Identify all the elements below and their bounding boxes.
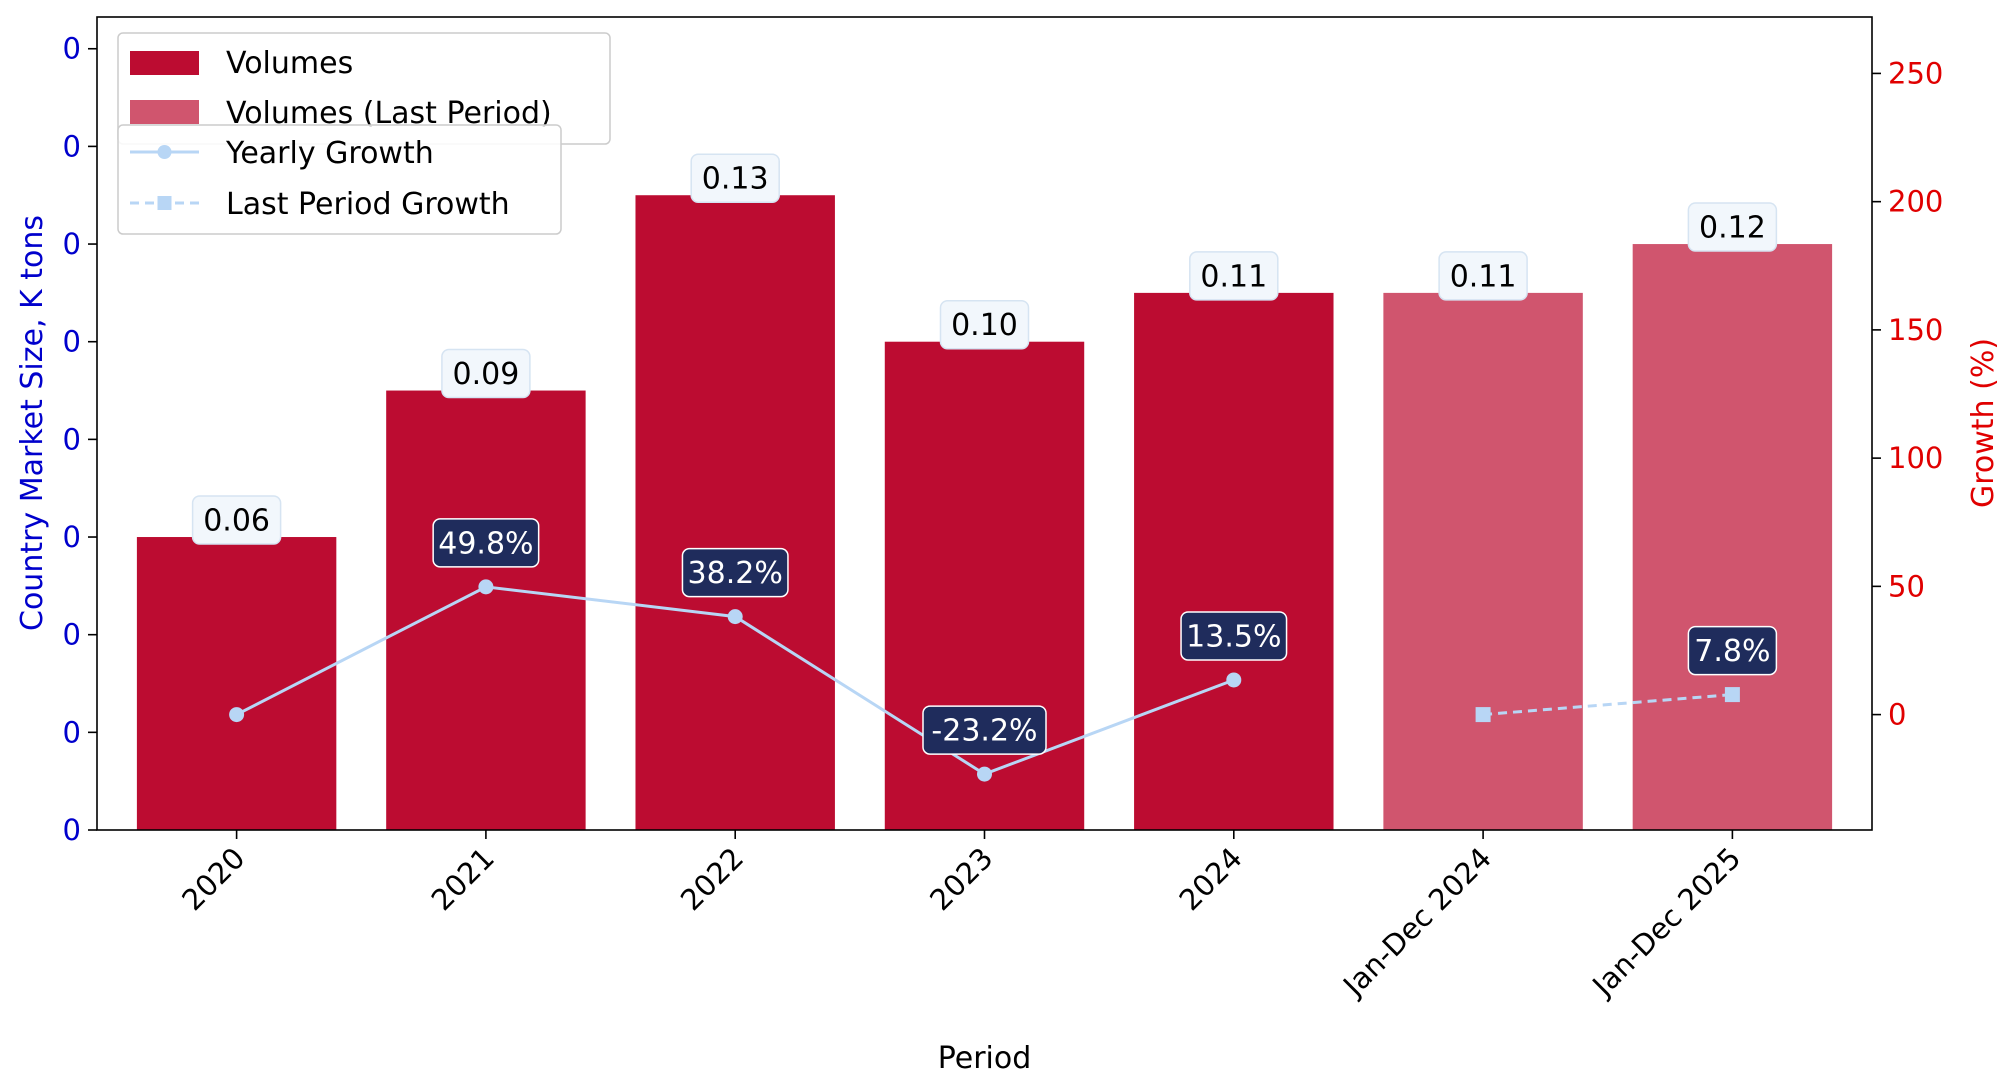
bar-volumes-1 bbox=[386, 390, 586, 830]
bar-volumes-3 bbox=[884, 341, 1085, 830]
legend-marker-yearly-growth bbox=[157, 145, 172, 159]
bars-layer bbox=[136, 195, 1833, 830]
last-period-growth-line bbox=[1482, 693, 1733, 717]
yearly-growth-label-4-text: 13.5% bbox=[1186, 619, 1281, 654]
yearly-growth-point-2 bbox=[727, 609, 743, 625]
bar-value-label-2-text: 0.13 bbox=[702, 162, 769, 197]
legend-swatch-volumes bbox=[130, 51, 199, 75]
x-tick-label-6: Jan-Dec 2025 bbox=[1584, 841, 1747, 1004]
bar-value-label-4: 0.11 bbox=[1189, 251, 1279, 301]
x-tick-label-1: 2021 bbox=[425, 841, 501, 917]
y-tick-label-0: 0 bbox=[63, 813, 81, 847]
yearly-growth-label-2: 38.2% bbox=[681, 547, 789, 598]
y2-tick-label-1: 50 bbox=[1888, 569, 1925, 603]
yearly-growth-point-4 bbox=[1226, 672, 1242, 688]
y-axis-label: Country Market Size, K tons bbox=[15, 215, 50, 631]
y2-tick-label-3: 150 bbox=[1888, 313, 1943, 347]
bar-value-label-0-text: 0.06 bbox=[203, 504, 270, 539]
bar-volumes-0 bbox=[136, 537, 337, 830]
bar-value-label-5-text: 0.11 bbox=[1450, 259, 1517, 294]
yearly-growth-point-1 bbox=[478, 579, 494, 595]
y-tick-label-8: 0 bbox=[63, 32, 81, 66]
legend-label-last-period-growth: Last Period Growth bbox=[226, 187, 510, 222]
legend-marker-last-period-growth bbox=[157, 196, 172, 210]
growth-lines-layer bbox=[229, 579, 1740, 782]
last-period-growth-label-6-text: 7.8% bbox=[1694, 634, 1770, 669]
last-period-growth-point-6 bbox=[1724, 687, 1740, 703]
legend-lines-frame bbox=[117, 124, 562, 235]
y-tick-label-2: 0 bbox=[63, 618, 81, 652]
y2-tick-label-4: 200 bbox=[1888, 185, 1943, 219]
yearly-growth-label-4-box bbox=[1180, 611, 1288, 661]
bar-value-label-0-box bbox=[191, 495, 282, 545]
y-tick-label-3: 0 bbox=[63, 520, 81, 554]
bar-volumes-last-period-6 bbox=[1632, 244, 1833, 830]
bar-volumes-2 bbox=[635, 195, 835, 830]
y-tick-label-4: 0 bbox=[63, 422, 81, 456]
legend-label-volumes: Volumes bbox=[226, 46, 353, 81]
last-period-growth-label-6: 7.8% bbox=[1687, 625, 1778, 676]
bar-value-label-4-text: 0.11 bbox=[1200, 259, 1267, 294]
yearly-growth-label-2-text: 38.2% bbox=[688, 556, 783, 591]
y2-tick-label-0: 0 bbox=[1888, 698, 1906, 732]
y-tick-label-7: 0 bbox=[63, 129, 81, 163]
bar-value-label-4-box bbox=[1189, 251, 1279, 301]
yearly-growth-label-3-text: -23.2% bbox=[931, 714, 1037, 749]
bar-value-label-0: 0.06 bbox=[191, 495, 282, 545]
x-tick-label-0: 2020 bbox=[175, 841, 251, 917]
yearly-growth-label-2-box bbox=[681, 547, 789, 598]
bar-value-label-6: 0.12 bbox=[1687, 202, 1778, 252]
x-tick-label-5: Jan-Dec 2024 bbox=[1335, 841, 1498, 1004]
bar-value-label-3-text: 0.10 bbox=[951, 308, 1018, 343]
yearly-growth-point-3 bbox=[977, 766, 992, 782]
bar-value-label-2-box bbox=[690, 153, 780, 203]
bar-value-label-3-box bbox=[939, 299, 1030, 350]
y2-axis-label: Growth (%) bbox=[1966, 338, 2001, 508]
y2-tick-label-2: 100 bbox=[1888, 441, 1943, 475]
last-period-growth-point-5 bbox=[1475, 707, 1491, 723]
legend-label-yearly-growth: Yearly Growth bbox=[225, 136, 434, 171]
yearly-growth-label-1-text: 49.8% bbox=[438, 526, 533, 561]
bar-value-label-1: 0.09 bbox=[441, 348, 531, 399]
bar-value-label-1-box bbox=[441, 348, 531, 399]
yearly-growth-label-3: -23.2% bbox=[922, 705, 1047, 755]
bar-value-label-6-text: 0.12 bbox=[1699, 211, 1766, 246]
bar-volumes-4 bbox=[1134, 292, 1334, 830]
yearly-growth-label-1: 49.8% bbox=[432, 518, 540, 568]
bar-value-label-5-box bbox=[1438, 251, 1528, 301]
bar-volumes-last-period-5 bbox=[1383, 292, 1583, 830]
y-tick-label-6: 0 bbox=[63, 227, 81, 261]
x-tick-label-4: 2024 bbox=[1173, 841, 1249, 917]
y-tick-label-1: 0 bbox=[63, 715, 81, 749]
last-period-growth-label-6-box bbox=[1687, 625, 1778, 676]
bar-value-label-1-text: 0.09 bbox=[453, 357, 520, 392]
data-labels-layer: 0.06 0.09 0.13 0.10 0.11 0.11 0.12 49.8% 38.2% -2… bbox=[191, 153, 1778, 755]
x-tick-label-2: 2022 bbox=[674, 841, 750, 917]
legend-lines: Yearly Growth Last Period Growth bbox=[117, 124, 562, 235]
bar-value-label-6-box bbox=[1687, 202, 1778, 252]
x-tick-label-3: 2023 bbox=[923, 841, 999, 917]
bar-value-label-5: 0.11 bbox=[1438, 251, 1528, 301]
legend-swatch-volumes-last-period bbox=[130, 100, 199, 124]
yearly-growth-point-0 bbox=[229, 707, 245, 723]
yearly-growth-label-1-box bbox=[432, 518, 540, 568]
yearly-growth-label-4: 13.5% bbox=[1180, 611, 1288, 661]
yearly-growth-label-3-box bbox=[922, 705, 1047, 755]
bar-value-label-3: 0.10 bbox=[939, 299, 1030, 350]
x-axis-label: Period bbox=[938, 1041, 1032, 1076]
bar-value-label-2: 0.13 bbox=[690, 153, 780, 203]
y-tick-label-5: 0 bbox=[63, 325, 81, 359]
y2-tick-label-5: 250 bbox=[1888, 56, 1943, 90]
